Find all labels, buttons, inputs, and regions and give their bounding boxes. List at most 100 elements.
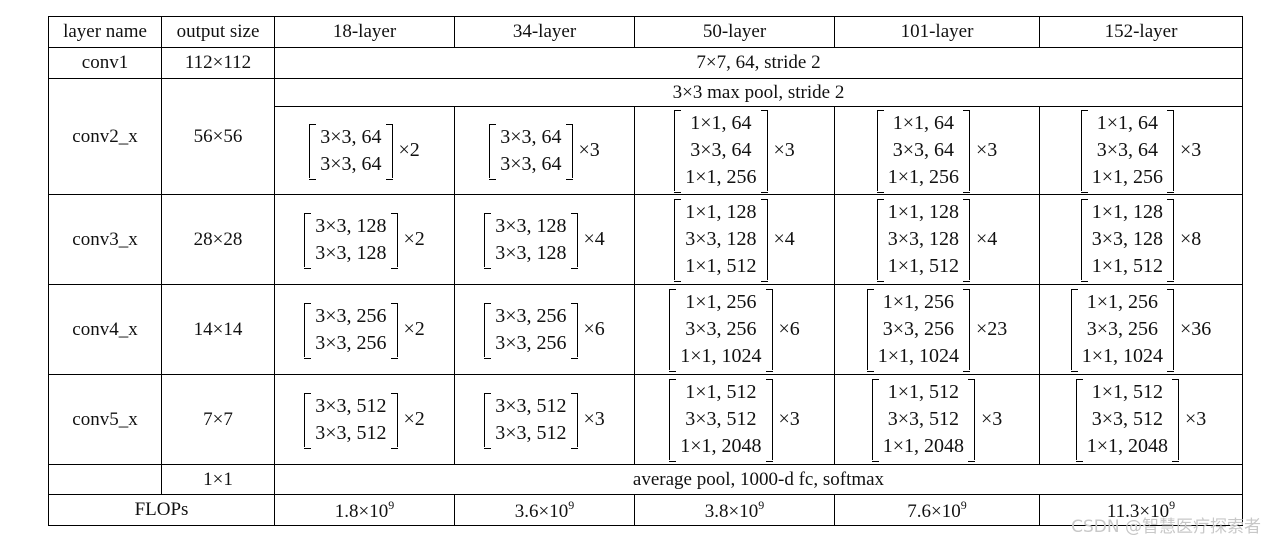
header-50-layer: 50-layer bbox=[634, 16, 835, 48]
row-size: 56×56 bbox=[161, 78, 275, 195]
residual-block: 1×1, 256 3×3, 256 1×1, 1024 ×23 bbox=[866, 289, 1008, 372]
block-multiplier: ×36 bbox=[1180, 318, 1212, 340]
block-layer-spec: 3×3, 256 bbox=[495, 304, 567, 327]
flops-exp: 9 bbox=[568, 497, 575, 512]
block-cell: 1×1, 128 3×3, 128 1×1, 512 ×8 bbox=[1039, 194, 1243, 285]
row-size: 28×28 bbox=[161, 194, 275, 285]
residual-block: 3×3, 256 3×3, 256 ×2 bbox=[304, 302, 425, 359]
residual-block: 3×3, 128 3×3, 128 ×4 bbox=[484, 212, 605, 269]
block-multiplier: ×4 bbox=[976, 228, 998, 250]
header-34-layer: 34-layer bbox=[454, 16, 635, 48]
block-layer-spec: 3×3, 256 bbox=[315, 331, 387, 354]
conv1-size: 112×112 bbox=[161, 47, 275, 79]
conv1-name: conv1 bbox=[48, 47, 162, 79]
block-layer-spec: 1×1, 512 bbox=[685, 255, 757, 277]
block-multiplier: ×3 bbox=[1185, 408, 1207, 430]
residual-block: 3×3, 512 3×3, 512 ×3 bbox=[484, 392, 605, 449]
block-cell: 3×3, 64 3×3, 64 ×2 bbox=[274, 106, 455, 195]
block-layer-spec: 3×3, 128 bbox=[315, 214, 387, 237]
block-multiplier: ×3 bbox=[1180, 139, 1202, 161]
conv2-blocks-row: 3×3, 64 3×3, 64 ×2 3×3, 64 3×3, 64 ×3 1×1, 6… bbox=[49, 106, 1243, 195]
block-multiplier: ×3 bbox=[773, 139, 795, 161]
block-multiplier: ×2 bbox=[403, 408, 425, 430]
residual-block: 1×1, 128 3×3, 128 1×1, 512 ×8 bbox=[1080, 199, 1201, 282]
block-layer-spec: 3×3, 256 bbox=[882, 318, 954, 340]
block-multiplier: ×6 bbox=[778, 318, 800, 340]
block-layer-spec: 3×3, 128 bbox=[495, 214, 567, 237]
block-layer-spec: 3×3, 128 bbox=[315, 241, 387, 264]
block-multiplier: ×23 bbox=[976, 318, 1008, 340]
block-layer-spec: 3×3, 64 bbox=[892, 139, 954, 161]
block-layer-spec: 3×3, 64 bbox=[500, 152, 562, 175]
block-layer-spec: 3×3, 256 bbox=[495, 331, 567, 354]
block-layer-spec: 1×1, 512 bbox=[887, 381, 959, 403]
block-cell: 1×1, 64 3×3, 64 1×1, 256 ×3 bbox=[834, 106, 1040, 195]
block-multiplier: ×2 bbox=[398, 139, 420, 161]
block-cell: 1×1, 64 3×3, 64 1×1, 256 ×3 bbox=[634, 106, 835, 195]
block-matrix: 3×3, 512 3×3, 512 bbox=[484, 392, 578, 449]
conv3-row: conv3_x 28×28 3×3, 128 3×3, 128 ×2 3×3, 12… bbox=[48, 194, 1243, 285]
flops-value: 11.3×10 bbox=[1106, 500, 1170, 522]
residual-block: 3×3, 64 3×3, 64 ×3 bbox=[489, 123, 600, 180]
block-layer-spec: 1×1, 256 bbox=[685, 291, 757, 313]
flops-101: 7.6×109 bbox=[834, 494, 1040, 526]
header-101-layer: 101-layer bbox=[834, 16, 1040, 48]
csdn-watermark: CSDN @智慧医疗探索者 bbox=[1071, 517, 1261, 537]
block-layer-spec: 1×1, 512 bbox=[1091, 381, 1163, 403]
flops-50: 3.8×109 bbox=[634, 494, 835, 526]
block-layer-spec: 3×3, 512 bbox=[887, 408, 959, 430]
block-cell: 1×1, 256 3×3, 256 1×1, 1024 ×23 bbox=[834, 284, 1040, 375]
block-layer-spec: 3×3, 64 bbox=[690, 139, 752, 161]
block-layer-spec: 3×3, 64 bbox=[320, 152, 382, 175]
block-layer-spec: 1×1, 256 bbox=[882, 291, 954, 313]
block-cell: 1×1, 512 3×3, 512 1×1, 2048 ×3 bbox=[634, 374, 835, 465]
residual-block: 1×1, 512 3×3, 512 1×1, 2048 ×3 bbox=[669, 379, 800, 462]
block-matrix: 1×1, 512 3×3, 512 1×1, 2048 bbox=[1075, 379, 1180, 462]
header-152-layer: 152-layer bbox=[1039, 16, 1243, 48]
block-layer-spec: 3×3, 512 bbox=[495, 394, 567, 417]
block-layer-spec: 3×3, 256 bbox=[685, 318, 757, 340]
flops-row: FLOPs 1.8×109 3.6×109 3.8×109 7.6×109 11… bbox=[48, 494, 1243, 526]
header-18-layer: 18-layer bbox=[274, 16, 455, 48]
block-matrix: 1×1, 64 3×3, 64 1×1, 256 bbox=[1080, 110, 1175, 193]
block-layer-spec: 1×1, 512 bbox=[685, 381, 757, 403]
residual-block: 1×1, 64 3×3, 64 1×1, 256 ×3 bbox=[674, 110, 795, 193]
block-multiplier: ×2 bbox=[403, 228, 425, 250]
block-layer-spec: 1×1, 256 bbox=[1086, 291, 1158, 313]
block-layer-spec: 1×1, 256 bbox=[887, 166, 959, 188]
block-layer-spec: 1×1, 64 bbox=[690, 112, 752, 134]
block-layer-spec: 1×1, 2048 bbox=[882, 435, 964, 457]
row-name: conv4_x bbox=[48, 284, 162, 375]
block-multiplier: ×2 bbox=[403, 318, 425, 340]
residual-block: 1×1, 128 3×3, 128 1×1, 512 ×4 bbox=[876, 199, 998, 282]
row-name: conv5_x bbox=[48, 374, 162, 465]
flops-exp: 9 bbox=[960, 497, 967, 512]
final-size: 1×1 bbox=[161, 464, 275, 495]
residual-block: 3×3, 64 3×3, 64 ×2 bbox=[309, 123, 420, 180]
block-cell: 3×3, 128 3×3, 128 ×4 bbox=[454, 194, 635, 285]
block-matrix: 1×1, 256 3×3, 256 1×1, 1024 bbox=[1070, 289, 1175, 372]
block-matrix: 3×3, 256 3×3, 256 bbox=[484, 302, 578, 359]
residual-block: 1×1, 64 3×3, 64 1×1, 256 ×3 bbox=[876, 110, 998, 193]
block-matrix: 1×1, 64 3×3, 64 1×1, 256 bbox=[674, 110, 768, 193]
block-layer-spec: 1×1, 64 bbox=[1096, 112, 1158, 134]
block-cell: 3×3, 512 3×3, 512 ×2 bbox=[274, 374, 455, 465]
block-layer-spec: 1×1, 128 bbox=[1091, 201, 1163, 223]
final-row: 1×1 average pool, 1000-d fc, softmax bbox=[48, 464, 1243, 495]
block-cell: 1×1, 128 3×3, 128 1×1, 512 ×4 bbox=[634, 194, 835, 285]
block-matrix: 1×1, 256 3×3, 256 1×1, 1024 bbox=[866, 289, 971, 372]
block-layer-spec: 3×3, 128 bbox=[1091, 228, 1163, 250]
block-multiplier: ×3 bbox=[976, 139, 998, 161]
block-layer-spec: 1×1, 512 bbox=[887, 255, 959, 277]
conv1-row: conv1 112×112 7×7, 64, stride 2 bbox=[48, 47, 1243, 79]
final-desc: average pool, 1000-d fc, softmax bbox=[274, 464, 1243, 495]
block-layer-spec: 3×3, 512 bbox=[315, 421, 387, 444]
residual-block: 1×1, 256 3×3, 256 1×1, 1024 ×36 bbox=[1070, 289, 1212, 372]
block-cell: 1×1, 256 3×3, 256 1×1, 1024 ×6 bbox=[634, 284, 835, 375]
block-multiplier: ×6 bbox=[583, 318, 605, 340]
block-cell: 1×1, 256 3×3, 256 1×1, 1024 ×36 bbox=[1039, 284, 1243, 375]
block-layer-spec: 3×3, 64 bbox=[500, 125, 562, 148]
block-matrix: 3×3, 512 3×3, 512 bbox=[304, 392, 398, 449]
conv5-row: conv5_x 7×7 3×3, 512 3×3, 512 ×2 3×3, 512 3… bbox=[48, 374, 1243, 465]
block-multiplier: ×3 bbox=[583, 408, 605, 430]
